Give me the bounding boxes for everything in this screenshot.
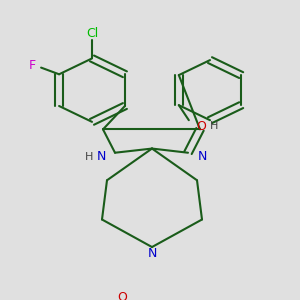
Text: N: N: [197, 150, 207, 164]
Text: N: N: [96, 150, 106, 164]
Text: F: F: [28, 59, 36, 72]
Text: H: H: [85, 152, 93, 162]
Text: Cl: Cl: [86, 27, 98, 40]
Text: H: H: [210, 121, 218, 131]
Text: O: O: [196, 119, 206, 133]
Text: N: N: [147, 247, 157, 260]
Text: O: O: [117, 291, 127, 300]
